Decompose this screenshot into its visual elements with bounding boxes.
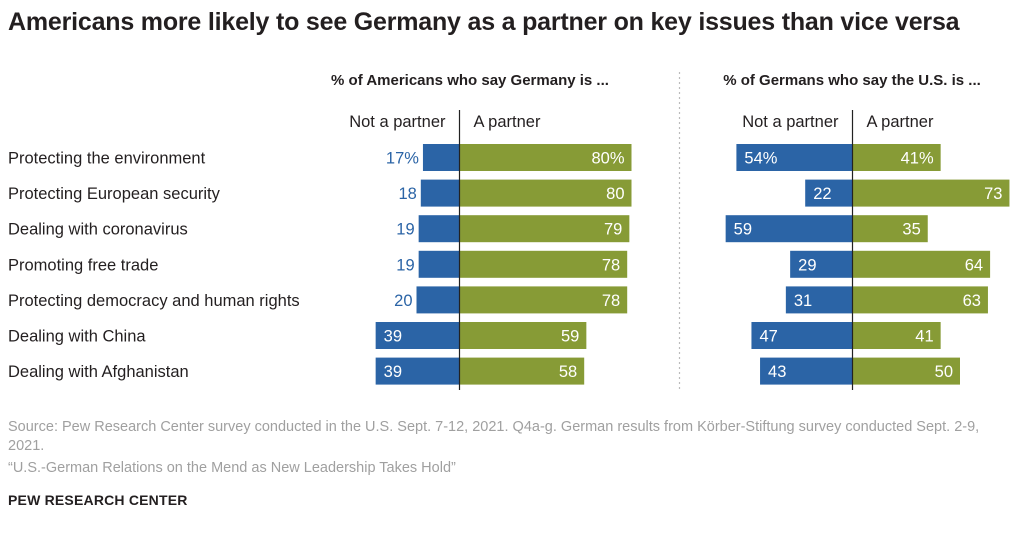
report-title: “U.S.-German Relations on the Mend as Ne… bbox=[8, 460, 456, 476]
us-bar-not-partner-5 bbox=[416, 286, 460, 314]
us-bar-not-partner-6 bbox=[375, 322, 460, 349]
us-label-partner-2: 80 bbox=[606, 185, 624, 203]
category-label-4: Promoting free trade bbox=[8, 256, 158, 274]
de-legend-partner: A partner bbox=[867, 113, 934, 131]
us-label-not-partner-3: 19 bbox=[396, 221, 414, 239]
us-bar-not-partner-1 bbox=[422, 144, 460, 171]
us-bar-partner-4 bbox=[459, 250, 628, 278]
us-label-partner-5: 78 bbox=[602, 292, 620, 310]
de-bar-not-partner-2 bbox=[805, 179, 853, 207]
us-label-not-partner-6: 39 bbox=[384, 328, 402, 346]
category-label-2: Protecting European security bbox=[8, 185, 221, 203]
de-label-not-partner-5: 31 bbox=[794, 292, 812, 310]
de-label-partner-1: 41% bbox=[901, 150, 934, 168]
us-bar-partner-5 bbox=[459, 286, 628, 314]
de-label-not-partner-6: 47 bbox=[759, 328, 777, 346]
de-label-not-partner-7: 43 bbox=[768, 363, 786, 381]
diverging-bar-chart: Protecting the environment Protecting Eur… bbox=[8, 72, 1010, 390]
de-label-partner-2: 73 bbox=[984, 185, 1002, 203]
us-bar-not-partner-2 bbox=[420, 179, 460, 207]
us-bar-not-partner-3 bbox=[418, 215, 460, 243]
de-bar-partner-1 bbox=[852, 144, 941, 171]
de-bar-partner-5 bbox=[852, 286, 988, 314]
category-label-3: Dealing with coronavirus bbox=[8, 221, 188, 239]
us-label-not-partner-5: 20 bbox=[394, 292, 412, 310]
de-label-partner-4: 64 bbox=[965, 256, 983, 274]
category-label-7: Dealing with Afghanistan bbox=[8, 363, 189, 381]
category-label-5: Protecting democracy and human rights bbox=[8, 292, 300, 310]
us-panel-title: % of Americans who say Germany is ... bbox=[331, 72, 609, 89]
chart-title: Americans more likely to see Germany as … bbox=[8, 8, 960, 36]
de-bar-not-partner-3 bbox=[725, 215, 853, 243]
us-label-partner-6: 59 bbox=[561, 328, 579, 346]
de-label-not-partner-2: 22 bbox=[813, 185, 831, 203]
us-label-not-partner-7: 39 bbox=[384, 363, 402, 381]
de-label-partner-5: 63 bbox=[963, 292, 981, 310]
us-bar-partner-3 bbox=[459, 215, 630, 243]
de-label-partner-3: 35 bbox=[902, 221, 920, 239]
de-bar-partner-3 bbox=[852, 215, 928, 243]
de-bar-not-partner-7 bbox=[760, 357, 853, 385]
category-label-1: Protecting the environment bbox=[8, 150, 206, 168]
us-bar-partner-6 bbox=[459, 322, 587, 349]
de-label-not-partner-1: 54% bbox=[744, 150, 777, 168]
us-label-not-partner-4: 19 bbox=[396, 256, 414, 274]
de-bar-partner-2 bbox=[852, 179, 1010, 207]
us-bar-not-partner-4 bbox=[418, 250, 460, 278]
us-bar-partner-7 bbox=[459, 357, 585, 385]
de-bar-partner-4 bbox=[852, 250, 991, 278]
us-bar-not-partner-7 bbox=[375, 357, 460, 385]
us-label-not-partner-2: 18 bbox=[398, 185, 416, 203]
us-bar-partner-1 bbox=[459, 144, 632, 171]
de-legend-not-partner: Not a partner bbox=[742, 113, 839, 131]
source-note: Source: Pew Research Center survey condu… bbox=[8, 419, 980, 454]
de-panel-title: % of Germans who say the U.S. is ... bbox=[723, 72, 981, 89]
us-label-partner-7: 58 bbox=[559, 363, 577, 381]
us-label-partner-3: 79 bbox=[604, 221, 622, 239]
us-label-partner-1: 80% bbox=[591, 150, 624, 168]
de-bar-not-partner-6 bbox=[751, 322, 853, 349]
de-bar-partner-6 bbox=[852, 322, 941, 349]
de-bar-not-partner-5 bbox=[785, 286, 853, 314]
de-label-partner-7: 50 bbox=[935, 363, 953, 381]
de-label-partner-6: 41 bbox=[915, 328, 933, 346]
us-bar-partner-2 bbox=[459, 179, 632, 207]
us-legend-not-partner: Not a partner bbox=[349, 113, 446, 131]
de-bar-not-partner-1 bbox=[736, 144, 853, 171]
category-label-6: Dealing with China bbox=[8, 328, 146, 346]
de-bar-not-partner-4 bbox=[790, 250, 853, 278]
de-label-not-partner-4: 29 bbox=[798, 256, 816, 274]
us-label-not-partner-1: 17% bbox=[386, 150, 419, 168]
de-bar-partner-7 bbox=[852, 357, 960, 385]
us-label-partner-4: 78 bbox=[602, 256, 620, 274]
de-label-not-partner-3: 59 bbox=[734, 221, 752, 239]
brand-label: PEW RESEARCH CENTER bbox=[8, 492, 188, 508]
us-legend-partner: A partner bbox=[474, 113, 541, 131]
